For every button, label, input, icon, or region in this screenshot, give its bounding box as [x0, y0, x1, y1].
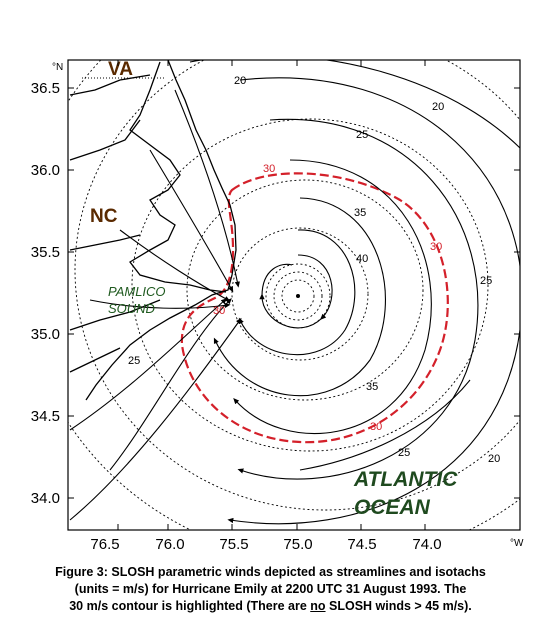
- caption-line-3-no: no: [310, 599, 326, 613]
- contour-label: 20: [432, 101, 444, 113]
- highlight-30ms-contour: [180, 172, 449, 444]
- map-frame: [67, 59, 521, 531]
- label-va: VA: [108, 59, 133, 80]
- caption-line-1: Figure 3: SLOSH parametric winds depicte…: [55, 565, 486, 579]
- lon-tick-label: 76.5: [90, 536, 119, 553]
- contour-label: 20: [488, 453, 500, 465]
- caption-line-3-pre: 30 m/s contour is highlighted (There are: [69, 599, 311, 613]
- coastline: [69, 60, 237, 401]
- lon-tick-label: 75.0: [283, 536, 312, 553]
- lon-tick-label: 74.0: [412, 536, 441, 553]
- lat-unit: °N: [52, 62, 63, 73]
- contour-label: 35: [366, 381, 378, 393]
- label-sound: SOUND: [108, 301, 155, 316]
- contour-label: 40: [356, 253, 368, 265]
- storm-center: [296, 294, 300, 298]
- contour-label: 30: [370, 421, 382, 433]
- lat-tick-label: 36.0: [31, 162, 60, 179]
- lon-tick-label: 74.5: [347, 536, 376, 553]
- lon-tick-label: 76.0: [155, 536, 184, 553]
- lon-unit: °W: [510, 538, 524, 549]
- streamlines: [69, 60, 520, 525]
- label-ocean: OCEAN: [354, 496, 431, 519]
- figure-caption: Figure 3: SLOSH parametric winds depicte…: [0, 564, 541, 615]
- lat-tick-label: 35.0: [31, 326, 60, 343]
- caption-line-2: (units = m/s) for Hurricane Emily at 220…: [74, 582, 467, 596]
- lat-axis: [68, 87, 520, 499]
- label-nc: NC: [90, 206, 118, 227]
- contour-label: 25: [128, 355, 140, 367]
- wind-map: 20 25 30 35 40 30 35 30 25 30 25 25 20 2…: [31, 59, 524, 553]
- caption-line-3: 30 m/s contour is highlighted (There are…: [0, 598, 541, 615]
- contour-label: 35: [354, 207, 366, 219]
- label-atlantic: ATLANTIC: [353, 468, 458, 491]
- lat-tick-label: 36.5: [31, 80, 60, 97]
- contour-label: 25: [480, 275, 492, 287]
- lon-axis: [117, 60, 426, 530]
- contour-label: 30: [263, 163, 275, 175]
- lat-tick-label: 35.5: [31, 244, 60, 261]
- contour-label: 25: [356, 129, 368, 141]
- contour-label: 20: [234, 75, 246, 87]
- contour-label: 30: [213, 305, 225, 317]
- lon-tick-label: 75.5: [219, 536, 248, 553]
- lat-tick-label: 34.5: [31, 408, 60, 425]
- contour-label: 25: [398, 447, 410, 459]
- isotach-contours: [68, 60, 520, 530]
- caption-line-3-post: SLOSH winds > 45 m/s).: [325, 599, 472, 613]
- contour-label: 30: [430, 241, 442, 253]
- label-pamlico: PAMLICO: [108, 284, 166, 299]
- lat-tick-label: 34.0: [31, 490, 60, 507]
- contour-labels: 20 25 30 35 40 30 35 30 25 30 25 25 20 2…: [128, 75, 500, 465]
